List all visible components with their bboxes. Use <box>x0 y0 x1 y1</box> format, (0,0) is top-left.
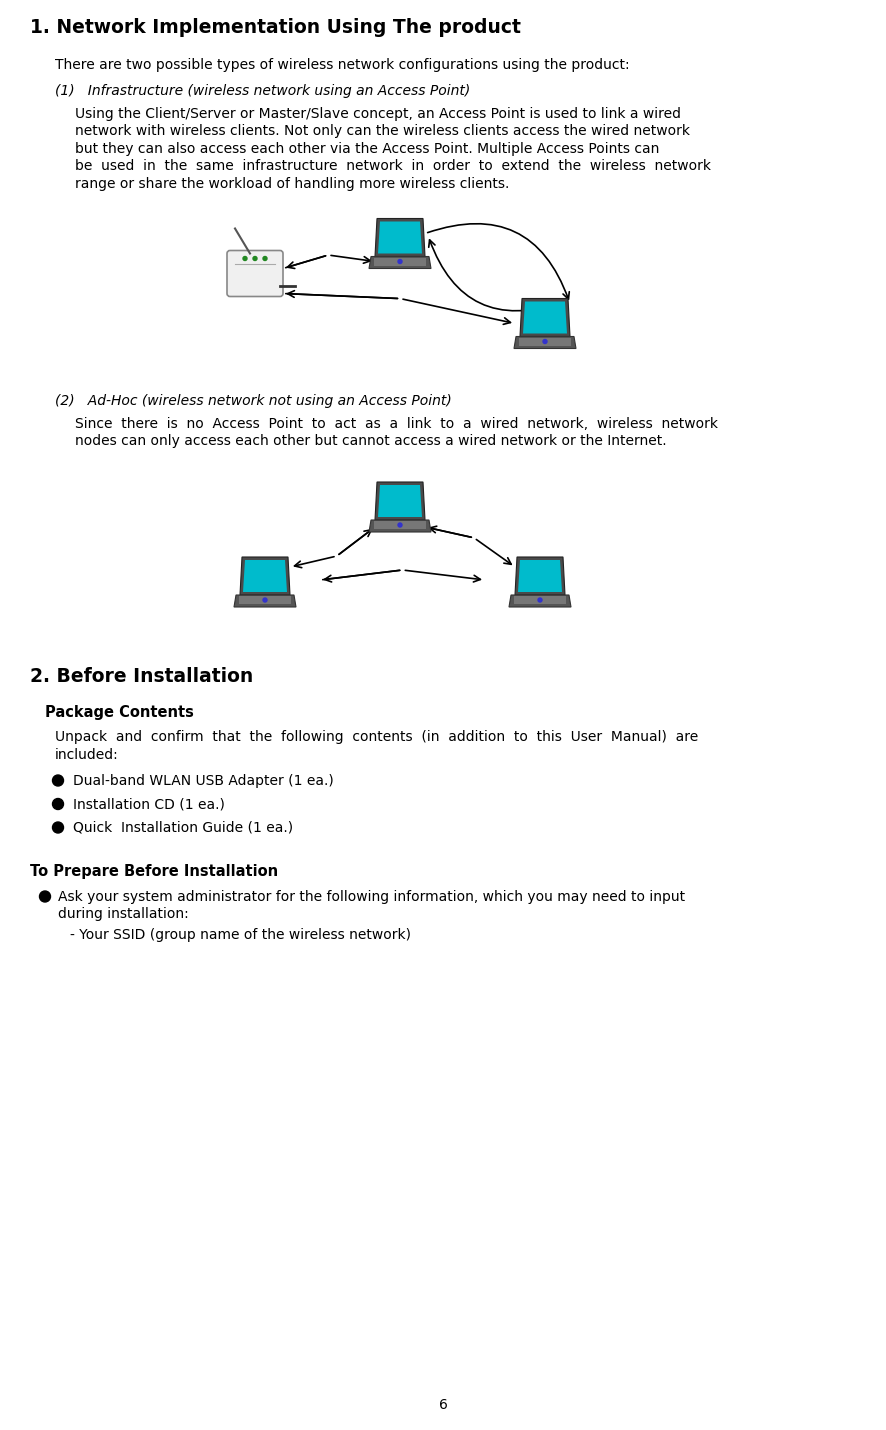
FancyBboxPatch shape <box>227 250 283 296</box>
Text: 2. Before Installation: 2. Before Installation <box>30 666 253 686</box>
Text: but they can also access each other via the Access Point. Multiple Access Points: but they can also access each other via … <box>75 142 659 156</box>
Circle shape <box>52 775 64 787</box>
Circle shape <box>243 256 247 260</box>
Text: Using the Client/Server or Master/Slave concept, an Access Point is used to link: Using the Client/Server or Master/Slave … <box>75 107 681 122</box>
Polygon shape <box>518 561 562 592</box>
Text: Unpack  and  confirm  that  the  following  contents  (in  addition  to  this  U: Unpack and confirm that the following co… <box>55 731 698 745</box>
Text: (1)   Infrastructure (wireless network using an Access Point): (1) Infrastructure (wireless network usi… <box>55 83 470 97</box>
Text: To Prepare Before Installation: To Prepare Before Installation <box>30 864 278 879</box>
Circle shape <box>398 259 402 263</box>
Text: during installation:: during installation: <box>58 907 189 921</box>
Text: range or share the workload of handling more wireless clients.: range or share the workload of handling … <box>75 177 509 192</box>
Text: (2)   Ad-Hoc (wireless network not using an Access Point): (2) Ad-Hoc (wireless network not using a… <box>55 393 452 408</box>
Bar <box>374 257 426 266</box>
Circle shape <box>538 598 542 602</box>
Text: There are two possible types of wireless network configurations using the produc: There are two possible types of wireless… <box>55 59 630 72</box>
Text: Quick  Installation Guide (1 ea.): Quick Installation Guide (1 ea.) <box>73 821 293 835</box>
Circle shape <box>263 598 267 602</box>
Polygon shape <box>520 299 570 336</box>
Circle shape <box>398 523 402 528</box>
Text: network with wireless clients. Not only can the wireless clients access the wire: network with wireless clients. Not only … <box>75 124 690 139</box>
Circle shape <box>40 891 51 902</box>
Polygon shape <box>375 482 425 521</box>
Text: Installation CD (1 ea.): Installation CD (1 ea.) <box>73 797 225 811</box>
Bar <box>519 337 571 346</box>
Text: 6: 6 <box>439 1399 447 1411</box>
Polygon shape <box>509 595 571 606</box>
Circle shape <box>52 822 64 834</box>
Circle shape <box>263 256 267 260</box>
Polygon shape <box>243 561 287 592</box>
Bar <box>374 521 426 529</box>
Text: Ask your system administrator for the following information, which you may need : Ask your system administrator for the fo… <box>58 889 685 904</box>
Polygon shape <box>523 302 567 333</box>
Bar <box>514 596 566 603</box>
Polygon shape <box>514 336 576 349</box>
Text: included:: included: <box>55 748 119 762</box>
Bar <box>239 596 291 603</box>
Polygon shape <box>515 558 565 595</box>
Text: be  used  in  the  same  infrastructure  network  in  order  to  extend  the  wi: be used in the same infrastructure netwo… <box>75 160 711 173</box>
Text: Dual-band WLAN USB Adapter (1 ea.): Dual-band WLAN USB Adapter (1 ea.) <box>73 774 334 788</box>
Polygon shape <box>240 558 290 595</box>
Polygon shape <box>369 521 431 532</box>
Polygon shape <box>234 595 296 606</box>
Text: Package Contents: Package Contents <box>45 705 194 719</box>
Text: 1. Network Implementation Using The product: 1. Network Implementation Using The prod… <box>30 19 521 37</box>
Text: Since  there  is  no  Access  Point  to  act  as  a  link  to  a  wired  network: Since there is no Access Point to act as… <box>75 418 718 430</box>
Polygon shape <box>378 485 422 518</box>
Text: nodes can only access each other but cannot access a wired network or the Intern: nodes can only access each other but can… <box>75 435 666 449</box>
Polygon shape <box>369 256 431 269</box>
Polygon shape <box>378 222 422 253</box>
Circle shape <box>52 798 64 809</box>
Circle shape <box>543 339 547 343</box>
Polygon shape <box>375 219 425 256</box>
Circle shape <box>253 256 257 260</box>
Text: - Your SSID (group name of the wireless network): - Your SSID (group name of the wireless … <box>70 928 411 942</box>
